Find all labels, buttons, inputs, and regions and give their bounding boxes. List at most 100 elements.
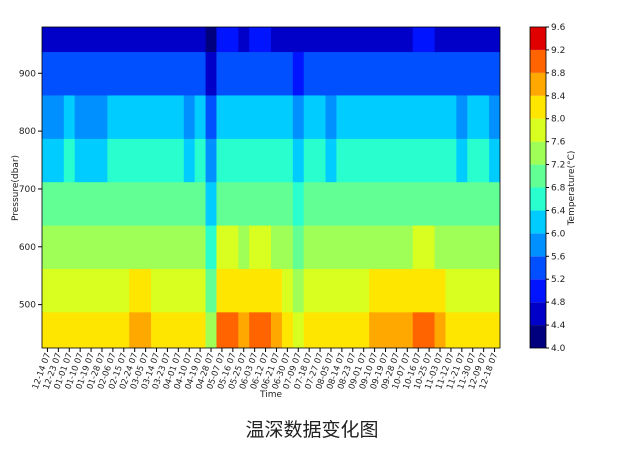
contour-cell (401, 94, 414, 139)
contour-cell (260, 181, 272, 226)
contour-cell (129, 138, 141, 183)
contour-cell (336, 27, 348, 53)
contour-cell (445, 225, 457, 269)
contour-cell (194, 94, 207, 139)
contour-cell (456, 138, 468, 183)
contour-cell (227, 27, 239, 53)
contour-cell (489, 311, 500, 348)
contour-cell (325, 27, 337, 53)
contour-cell (336, 311, 348, 348)
contour-cell (52, 27, 65, 53)
contour-cell (96, 268, 108, 313)
contour-cell (489, 27, 500, 53)
contour-cell (412, 181, 425, 226)
contour-cell (380, 311, 392, 348)
contour-cell (292, 181, 305, 226)
contour-cell (249, 311, 261, 348)
contour-cell (358, 268, 370, 313)
contour-cell (369, 51, 381, 96)
contour-cell (194, 311, 207, 348)
contour-cell (118, 51, 130, 96)
contour-cell (401, 311, 414, 348)
x-axis-label: Time (259, 390, 282, 400)
contour-cell (52, 225, 65, 269)
contour-cell (74, 94, 87, 139)
contour-cell (347, 94, 359, 139)
contour-cell (478, 27, 490, 53)
contour-cell (347, 27, 359, 53)
contour-cell (292, 51, 305, 96)
contour-cell (445, 268, 457, 313)
contour-cell (96, 181, 108, 226)
contour-cell (216, 138, 228, 183)
contour-cell (183, 181, 196, 226)
colorbar-band (530, 118, 546, 142)
contour-cell (478, 94, 490, 139)
contour-cell (401, 27, 414, 53)
contour-cell (260, 94, 272, 139)
contour-cell (42, 138, 54, 183)
contour-cell (456, 27, 468, 53)
contour-cell (161, 225, 174, 269)
contour-cell (151, 181, 163, 226)
contour-cell (52, 94, 65, 139)
contour-cell (336, 225, 348, 269)
contour-cell (401, 138, 414, 183)
contour-cell (292, 225, 305, 269)
contour-cell (161, 181, 174, 226)
contour-cell (85, 51, 98, 96)
contour-cell (478, 138, 490, 183)
contour-cell (260, 311, 272, 348)
contour-cell (161, 268, 174, 313)
contour-cell (347, 311, 359, 348)
contour-cell (107, 94, 119, 139)
contour-cell (42, 225, 54, 269)
contour-cell (238, 311, 250, 348)
colorbar-band (530, 279, 546, 303)
contour-cell (74, 181, 87, 226)
contour-cell (303, 268, 316, 313)
contour-cell (238, 181, 250, 226)
contour-cell (369, 94, 381, 139)
contour-cell (172, 94, 185, 139)
contour-cell (118, 94, 130, 139)
contour-cell (456, 94, 468, 139)
colorbar-band (530, 95, 546, 119)
contour-cell (380, 225, 392, 269)
contour-cell (281, 51, 294, 96)
contour-cell (183, 311, 196, 348)
contour-cell (358, 27, 370, 53)
contour-cell (325, 94, 337, 139)
contour-cell (151, 225, 163, 269)
contour-cell (390, 225, 403, 269)
caption: 温深数据变化图 (245, 419, 378, 441)
colorbar-band (530, 49, 546, 73)
contour-cell (96, 311, 108, 348)
colorbar-band (530, 256, 546, 280)
contour-cell (347, 138, 359, 183)
contour-cell (96, 225, 108, 269)
contour-cell (74, 268, 87, 313)
contour-cell (369, 225, 381, 269)
contour-cell (85, 138, 98, 183)
contour-cell (96, 51, 108, 96)
contour-cell (380, 181, 392, 226)
contour-cell (118, 27, 130, 53)
contour-field (42, 27, 500, 348)
contour-cell (85, 225, 98, 269)
contour-cell (85, 94, 98, 139)
contour-cell (107, 51, 119, 96)
contour-cell (445, 138, 457, 183)
contour-cell (369, 268, 381, 313)
contour-cell (390, 94, 403, 139)
contour-cell (249, 181, 261, 226)
contour-cell (369, 181, 381, 226)
contour-cell (227, 311, 239, 348)
contour-cell (401, 181, 414, 226)
contour-cell (336, 94, 348, 139)
contour-cell (380, 94, 392, 139)
contour-cell (412, 51, 425, 96)
contour-cell (63, 138, 76, 183)
contour-cell (325, 181, 337, 226)
contour-cell (303, 27, 316, 53)
